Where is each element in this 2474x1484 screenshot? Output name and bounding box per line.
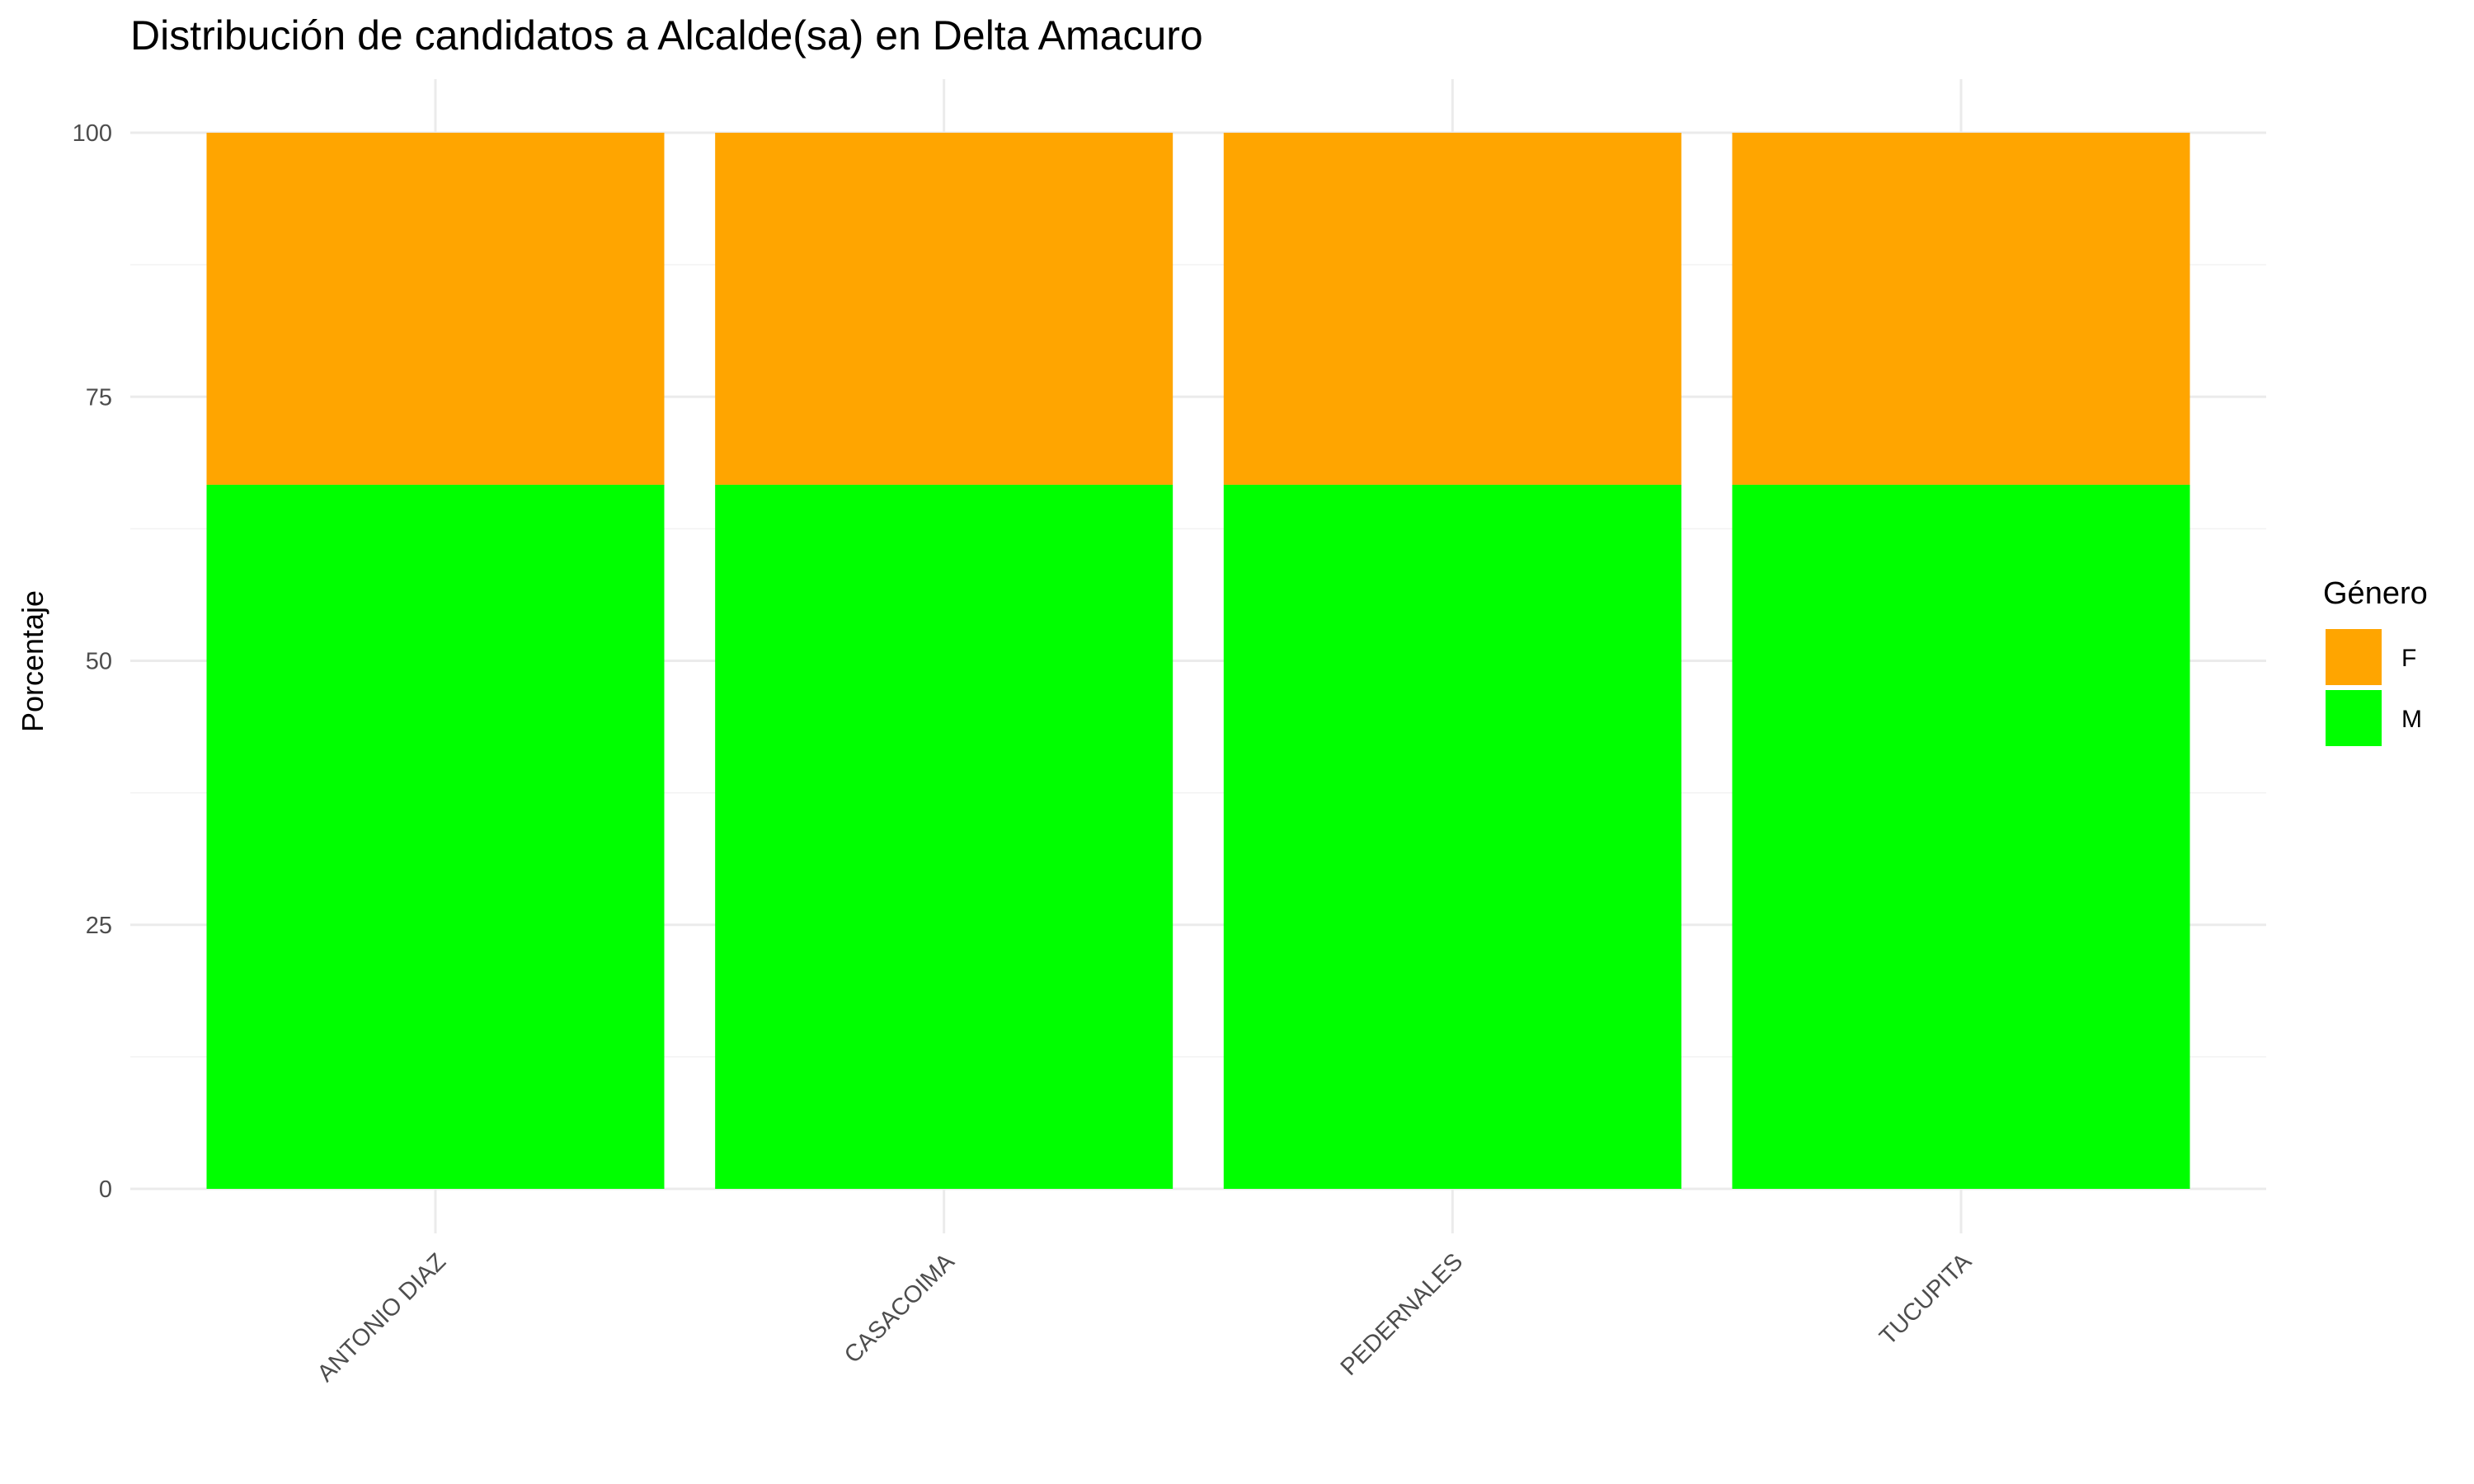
y-axis: 0 25 50 75 100 [73, 120, 112, 1203]
bars [206, 133, 2190, 1189]
y-tick-label: 50 [86, 649, 112, 675]
bar-f-3 [1223, 133, 1681, 485]
x-tick-label: TUCUPITA [1874, 1248, 1977, 1350]
bar-m-3 [1223, 484, 1681, 1189]
x-tick-label: PEDERNALES [1336, 1248, 1469, 1381]
y-axis-title: Porcentaje [16, 590, 49, 732]
bar-f-4 [1732, 133, 2190, 485]
legend-title: Género [2323, 576, 2428, 611]
y-tick-label: 0 [99, 1176, 112, 1203]
legend-key-m [2326, 690, 2382, 746]
chart-title: Distribución de candidatos a Alcalde(sa)… [130, 12, 1203, 59]
x-tick-label: ANTONIO DIAZ [313, 1248, 451, 1387]
y-tick-label: 100 [73, 120, 112, 147]
bar-m-2 [715, 484, 1174, 1189]
legend-key-f [2326, 629, 2382, 685]
x-axis: ANTONIO DIAZ CASACOIMA PEDERNALES TUCUPITA [313, 1248, 1978, 1388]
legend: Género F M [2323, 576, 2428, 746]
bar-f-2 [715, 133, 1174, 485]
x-tick-label: CASACOIMA [840, 1248, 960, 1369]
legend-label-f: F [2401, 645, 2416, 672]
bar-f-1 [206, 133, 665, 485]
legend-label-m: M [2401, 706, 2422, 733]
bar-m-4 [1732, 484, 2190, 1189]
y-tick-label: 25 [86, 913, 112, 939]
bar-m-1 [206, 484, 665, 1189]
y-tick-label: 75 [86, 384, 112, 411]
